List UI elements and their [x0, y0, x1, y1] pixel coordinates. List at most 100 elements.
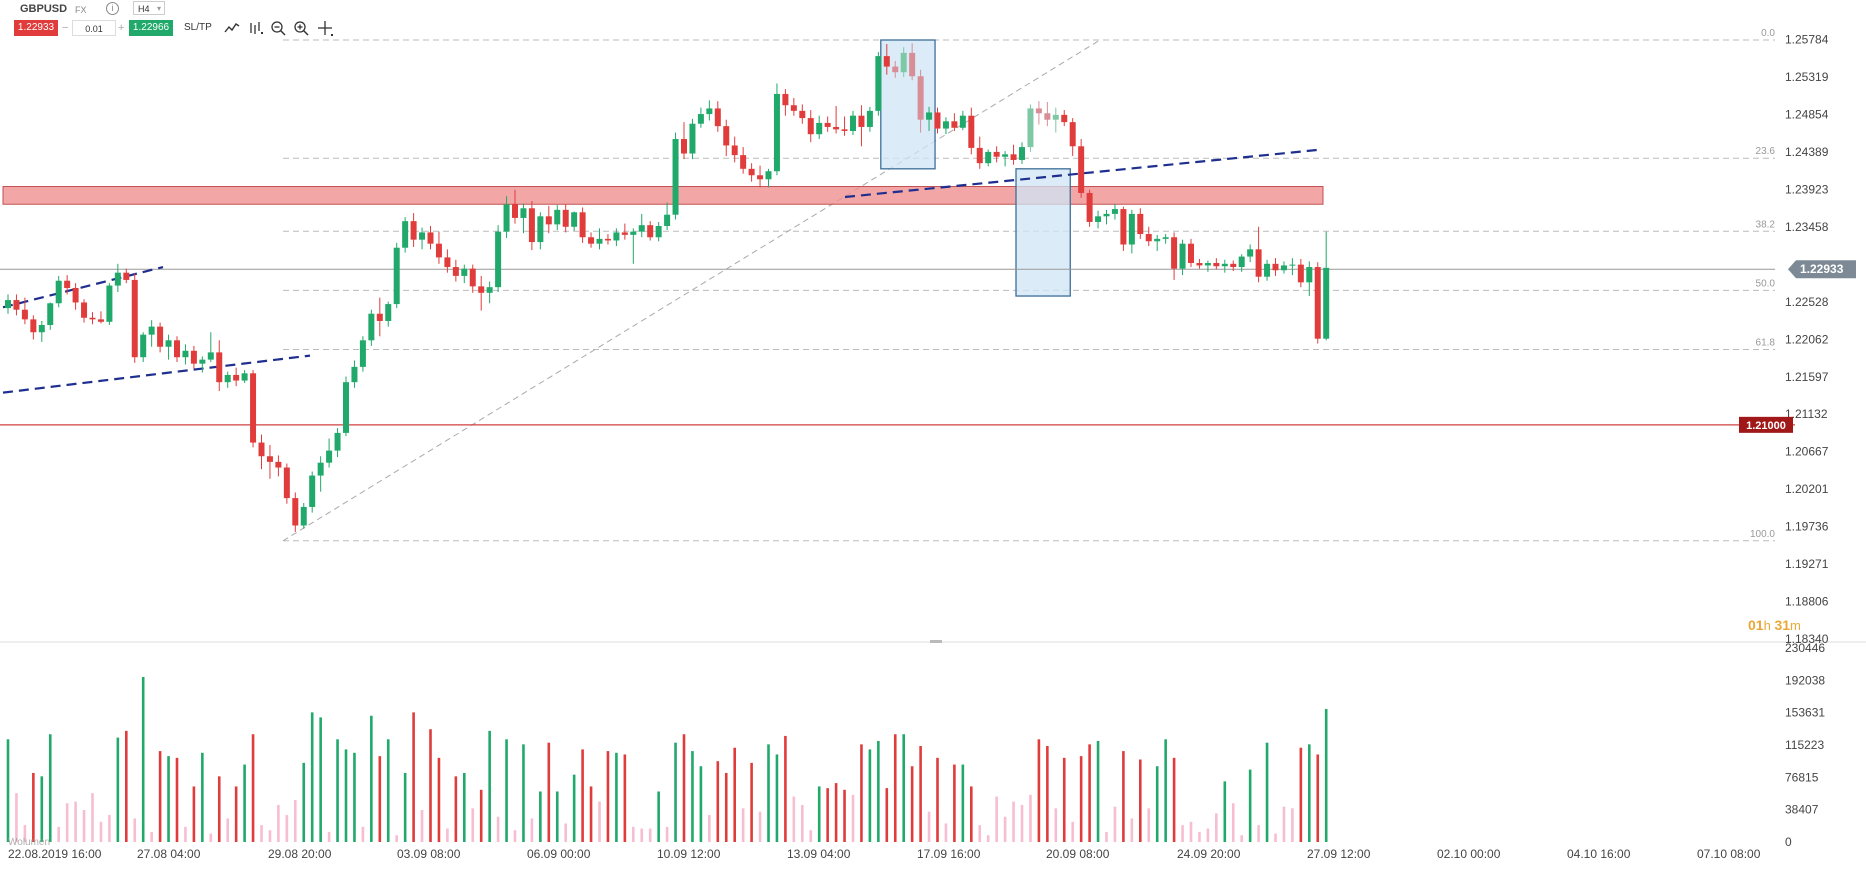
- candle-body[interactable]: [1128, 213, 1135, 245]
- candle-body[interactable]: [123, 272, 130, 280]
- candle-body[interactable]: [157, 326, 164, 347]
- candle-body[interactable]: [444, 257, 451, 268]
- increase-quantity-button[interactable]: +: [118, 22, 125, 34]
- candle-body[interactable]: [1255, 249, 1262, 277]
- candle-body[interactable]: [748, 168, 755, 176]
- candle-body[interactable]: [72, 287, 79, 303]
- candle-body[interactable]: [968, 115, 975, 148]
- candle-body[interactable]: [723, 126, 730, 146]
- candle-body[interactable]: [1027, 108, 1034, 148]
- candle-body[interactable]: [250, 373, 257, 443]
- candle-body[interactable]: [478, 286, 485, 293]
- candle-body[interactable]: [841, 129, 848, 131]
- candle-body[interactable]: [520, 208, 527, 218]
- candle-body[interactable]: [647, 225, 654, 238]
- candle-body[interactable]: [1289, 264, 1296, 266]
- level-price-badge[interactable]: 1.21000: [1739, 416, 1793, 433]
- candle-body[interactable]: [740, 155, 747, 169]
- quantity-input[interactable]: 0.01: [72, 20, 116, 36]
- candle-body[interactable]: [638, 225, 645, 232]
- candle-body[interactable]: [883, 56, 890, 67]
- candle-body[interactable]: [233, 374, 240, 381]
- candle-body[interactable]: [258, 442, 265, 457]
- candle-body[interactable]: [359, 340, 366, 367]
- candle-body[interactable]: [1297, 264, 1304, 283]
- candle-body[interactable]: [1204, 263, 1211, 266]
- candle-body[interactable]: [1035, 108, 1042, 114]
- candle-body[interactable]: [1162, 237, 1169, 239]
- candle-body[interactable]: [385, 304, 392, 321]
- candle-body[interactable]: [875, 56, 882, 111]
- candle-body[interactable]: [427, 232, 434, 244]
- candle-body[interactable]: [959, 115, 966, 128]
- candle-body[interactable]: [1247, 249, 1254, 257]
- candle-body[interactable]: [5, 300, 11, 309]
- candle-body[interactable]: [926, 112, 933, 120]
- candle-body[interactable]: [47, 303, 54, 326]
- candle-body[interactable]: [1111, 209, 1118, 214]
- candle-body[interactable]: [900, 52, 907, 73]
- candle-body[interactable]: [1103, 213, 1110, 217]
- candle-body[interactable]: [731, 145, 738, 156]
- candle-body[interactable]: [1221, 263, 1228, 267]
- candle-body[interactable]: [951, 121, 958, 128]
- zoom-in-icon[interactable]: [293, 20, 309, 36]
- candle-body[interactable]: [816, 122, 823, 135]
- candle-body[interactable]: [402, 221, 409, 248]
- candle-body[interactable]: [1213, 263, 1220, 267]
- candle-body[interactable]: [985, 151, 992, 164]
- candle-body[interactable]: [283, 467, 290, 499]
- candle-body[interactable]: [697, 114, 704, 124]
- candle-body[interactable]: [224, 374, 231, 383]
- candle-body[interactable]: [1145, 234, 1152, 242]
- candle-body[interactable]: [562, 209, 569, 227]
- candle-body[interactable]: [207, 352, 214, 360]
- candle-body[interactable]: [773, 93, 780, 172]
- candle-body[interactable]: [30, 319, 37, 333]
- candle-body[interactable]: [571, 212, 578, 227]
- candle-body[interactable]: [850, 115, 856, 131]
- candle-body[interactable]: [199, 359, 206, 364]
- candle-body[interactable]: [765, 171, 772, 180]
- candle-body[interactable]: [689, 123, 696, 154]
- candle-body[interactable]: [757, 175, 764, 180]
- candle-body[interactable]: [655, 225, 662, 238]
- candle-body[interactable]: [934, 112, 941, 129]
- candle-body[interactable]: [266, 456, 273, 462]
- candle-body[interactable]: [97, 319, 104, 322]
- info-icon[interactable]: i: [106, 2, 119, 15]
- candle-body[interactable]: [604, 238, 611, 241]
- candle-body[interactable]: [393, 247, 400, 305]
- candle-body[interactable]: [1314, 267, 1321, 339]
- candle-body[interactable]: [410, 221, 417, 240]
- candle-body[interactable]: [672, 139, 679, 215]
- candle-body[interactable]: [106, 285, 113, 322]
- candle-body[interactable]: [435, 243, 442, 258]
- candle-body[interactable]: [1188, 243, 1194, 264]
- candle-body[interactable]: [1306, 267, 1313, 283]
- candle-body[interactable]: [554, 209, 561, 225]
- candle-body[interactable]: [368, 313, 375, 341]
- candle-body[interactable]: [858, 115, 865, 127]
- candle-body[interactable]: [909, 52, 916, 77]
- candle-body[interactable]: [579, 212, 586, 238]
- candle-body[interactable]: [165, 340, 172, 347]
- line-chart-icon[interactable]: [224, 20, 240, 36]
- sell-button[interactable]: 1.22933: [14, 20, 58, 36]
- candle-body[interactable]: [664, 214, 671, 226]
- candle-body[interactable]: [343, 382, 349, 433]
- candle-body[interactable]: [866, 110, 873, 127]
- resistance-zone[interactable]: [2, 186, 1324, 205]
- candle-body[interactable]: [833, 126, 840, 130]
- candle-body[interactable]: [131, 279, 138, 358]
- candle-body[interactable]: [486, 287, 493, 293]
- candle-body[interactable]: [89, 317, 96, 320]
- candle-body[interactable]: [1238, 256, 1245, 268]
- candle-body[interactable]: [55, 280, 62, 304]
- candle-body[interactable]: [452, 267, 459, 276]
- trendline-lower-left[interactable]: [2, 354, 311, 394]
- candle-body[interactable]: [714, 108, 721, 127]
- zoom-out-icon[interactable]: [270, 20, 286, 36]
- candle-body[interactable]: [1154, 238, 1161, 242]
